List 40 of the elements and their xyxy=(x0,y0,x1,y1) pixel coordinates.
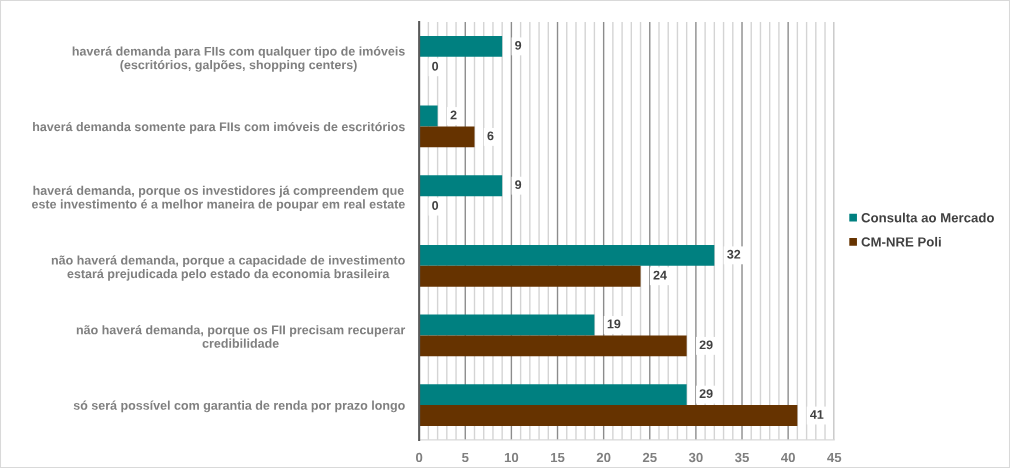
data-label: 0 xyxy=(432,201,439,210)
data-label: 9 xyxy=(515,180,522,190)
bar xyxy=(419,126,475,148)
data-label: 41 xyxy=(810,410,824,419)
x-tick-label: 20 xyxy=(596,452,611,463)
data-label: 29 xyxy=(699,389,713,398)
y-tick-label: haverá demanda somente para FIIs com imóveis de escritórios xyxy=(33,121,405,134)
data-label: 9 xyxy=(515,40,522,50)
y-tick-label: não haverá demanda, porque os FII precisam recuperar credibilidade xyxy=(76,325,406,348)
bar xyxy=(419,105,438,127)
bar xyxy=(419,265,641,287)
bar xyxy=(419,244,715,266)
y-tick-label: só será possível com garantia de renda por prazo longo xyxy=(73,400,405,413)
y-tick-label: não haverá demanda, porque a capacidade de investimento estará prejudicada pelo estado da economia brasileira xyxy=(51,255,405,281)
bar xyxy=(419,384,687,406)
bar xyxy=(419,35,503,57)
data-label: 19 xyxy=(607,319,621,329)
y-tick-label: haverá demanda, porque os investidores já compreendem que este investimento é a melhor maneira de poupar em real estate xyxy=(32,185,405,212)
y-tick-label: haverá demanda para FIIs com qualquer tipo de imóveis (escritórios, galpões, shopping centers) xyxy=(72,46,405,72)
legend-label: Consulta ao Mercado xyxy=(861,212,994,223)
legend-label: CM-NRE Poli xyxy=(861,236,941,247)
x-tick-label: 45 xyxy=(827,452,842,463)
data-label: 29 xyxy=(699,340,713,350)
data-label: 32 xyxy=(727,249,741,259)
data-label: 6 xyxy=(487,131,494,141)
x-tick-label: 25 xyxy=(642,452,657,463)
data-label: 24 xyxy=(653,270,667,280)
x-tick-label: 35 xyxy=(734,452,749,463)
data-label: 2 xyxy=(450,110,457,120)
bar xyxy=(419,335,687,357)
x-tick-label: 15 xyxy=(551,452,565,463)
bar xyxy=(419,175,503,197)
bar xyxy=(419,314,595,336)
x-tick-label: 0 xyxy=(416,452,423,463)
x-tick-label: 5 xyxy=(462,452,469,463)
x-tick-label: 30 xyxy=(688,452,703,463)
x-tick-label: 40 xyxy=(781,452,795,463)
bar xyxy=(419,405,798,426)
data-label: 0 xyxy=(432,61,439,71)
x-tick-label: 10 xyxy=(504,452,519,463)
